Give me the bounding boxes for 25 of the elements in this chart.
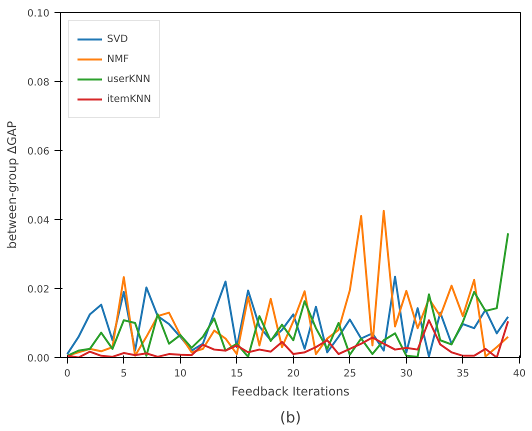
legend-label: itemKNN bbox=[107, 94, 152, 104]
x-tick-label: 40 bbox=[513, 368, 526, 380]
x-tick-label: 35 bbox=[456, 368, 470, 380]
x-tick-label: 30 bbox=[400, 368, 413, 380]
y-tick-label: 0.06 bbox=[27, 146, 50, 158]
legend-label: SVD bbox=[107, 34, 128, 44]
y-tick-label: 0.00 bbox=[27, 354, 50, 364]
y-tick-label: 0.10 bbox=[27, 8, 50, 20]
y-tick-label: 0.02 bbox=[27, 284, 50, 296]
y-tick-label: 0.08 bbox=[27, 78, 50, 88]
x-tick-label: 10 bbox=[174, 368, 187, 380]
line-series bbox=[66, 276, 510, 358]
legend-label: NMF bbox=[107, 54, 129, 64]
x-axis-title: Feedback Iterations bbox=[231, 384, 350, 398]
text: (b) bbox=[280, 408, 302, 426]
y-tick-label: 0.04 bbox=[27, 216, 50, 226]
x-tick-label: 0 bbox=[64, 368, 70, 380]
x-tick-label: 5 bbox=[120, 368, 127, 380]
line-series bbox=[66, 232, 510, 358]
line-series bbox=[66, 319, 510, 358]
y-axis-title: between-group ΔGAP bbox=[5, 121, 20, 249]
x-tick-label: 25 bbox=[343, 368, 356, 380]
legend-label: userKNN bbox=[107, 74, 150, 84]
x-tick-label: 15 bbox=[230, 368, 244, 380]
x-tick-label: 20 bbox=[286, 368, 300, 380]
